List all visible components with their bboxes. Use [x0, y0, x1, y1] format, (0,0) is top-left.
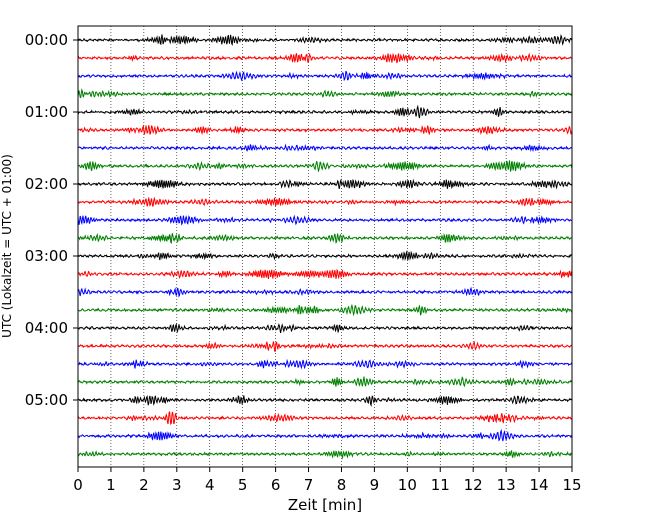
- trace-line: [77, 376, 573, 388]
- y-tick-label: 02:00: [25, 175, 68, 193]
- y-tick-label: 04:00: [25, 319, 68, 337]
- x-axis-label: Zeit [min]: [288, 496, 362, 514]
- x-tick-label: 8: [337, 476, 347, 494]
- trace-line: [77, 410, 573, 426]
- trace-line: [77, 52, 573, 64]
- x-tick-label: 15: [562, 476, 581, 494]
- trace-line: [77, 33, 573, 46]
- trace-line: [77, 340, 573, 352]
- trace-line: [77, 178, 573, 190]
- trace-line: [77, 303, 573, 317]
- y-tick-label: 00:00: [25, 31, 68, 49]
- x-tick-label: 6: [271, 476, 281, 494]
- trace-line: [77, 214, 573, 226]
- x-tick-label: 7: [304, 476, 314, 494]
- trace-line: [77, 322, 573, 334]
- trace-line: [77, 428, 573, 442]
- trace-line: [77, 394, 573, 407]
- y-tick-label: 03:00: [25, 247, 68, 265]
- trace-line: [77, 249, 573, 261]
- trace-line: [77, 143, 573, 153]
- x-tick-label: 14: [530, 476, 549, 494]
- trace-line: [77, 232, 573, 245]
- x-tick-label: 10: [398, 476, 417, 494]
- trace-line: [77, 104, 573, 119]
- y-axis-ticks: 00:00 01:00 02:00 03:00 04:00 05:00: [25, 31, 78, 409]
- y-tick-label: 05:00: [25, 391, 68, 409]
- x-tick-label: 0: [73, 476, 83, 494]
- x-tick-label: 4: [205, 476, 215, 494]
- x-tick-label: 3: [172, 476, 182, 494]
- trace-line: [77, 124, 573, 136]
- trace-line: [77, 358, 573, 370]
- trace-line: [77, 70, 573, 82]
- x-tick-label: 11: [431, 476, 450, 494]
- trace-line: [77, 449, 573, 460]
- x-tick-label: 9: [370, 476, 380, 494]
- trace-line: [77, 160, 573, 173]
- x-tick-label: 1: [106, 476, 116, 494]
- x-tick-label: 5: [238, 476, 248, 494]
- x-tick-label: 13: [497, 476, 516, 494]
- x-tick-label: 2: [139, 476, 149, 494]
- trace-line: [77, 196, 573, 207]
- y-axis-label: UTC (Lokalzeit = UTC + 01:00): [0, 154, 14, 338]
- y-tick-label: 01:00: [25, 103, 68, 121]
- seismic-traces: [77, 33, 573, 460]
- trace-line: [77, 286, 573, 298]
- x-axis-ticks: 0 1 2 3 4 5 6 7 8 9 10 11 12 13 14 15: [73, 467, 582, 494]
- x-tick-label: 12: [464, 476, 483, 494]
- trace-line: [77, 268, 573, 280]
- trace-line: [77, 88, 573, 99]
- plot-frame: [77, 25, 573, 468]
